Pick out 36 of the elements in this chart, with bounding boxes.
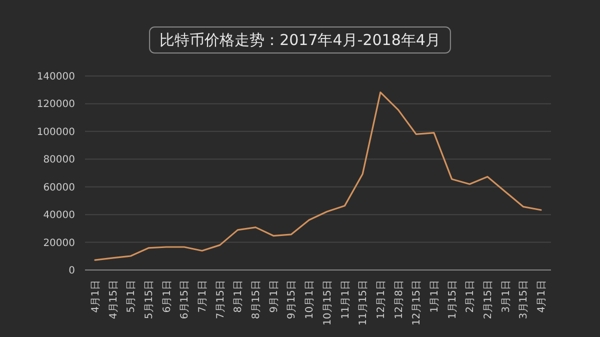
x-tick-label: 12月8日	[394, 280, 405, 320]
y-tick-label: 100000	[36, 126, 75, 138]
y-tick-label: 60000	[43, 182, 75, 194]
x-tick-label: 4月1日	[536, 280, 548, 313]
x-tick-label: 8月15日	[251, 280, 262, 320]
x-tick-label: 6月1日	[162, 280, 173, 313]
x-tick-label: 12月15日	[412, 280, 423, 326]
x-tick-label: 2月1日	[465, 280, 476, 313]
x-tick-label: 9月1日	[268, 280, 280, 313]
x-tick-label: 6月15日	[180, 280, 191, 320]
x-tick-label: 4月15日	[108, 280, 120, 320]
x-tick-label: 12月1日	[376, 280, 387, 320]
y-tick-label: 120000	[36, 99, 75, 110]
y-tick-label: 40000	[43, 210, 75, 222]
x-tick-label: 7月1日	[198, 280, 209, 313]
y-tick-label: 140000	[36, 72, 75, 82]
x-tick-label: 9月15日	[286, 280, 298, 320]
y-tick-label: 20000	[43, 238, 75, 249]
y-tick-label: 80000	[43, 154, 75, 166]
x-tick-label: 5月15日	[144, 280, 156, 320]
x-tick-label: 8月1日	[233, 280, 244, 313]
x-tick-label: 1月1日	[429, 280, 440, 313]
x-tick-label: 3月15日	[518, 280, 530, 320]
x-tick-label: 4月1日	[90, 280, 102, 313]
x-tick-label: 5月1日	[126, 280, 138, 313]
x-tick-label: 2月15日	[482, 280, 494, 320]
x-tick-label: 11月1日	[340, 280, 352, 320]
x-tick-label: 3月1日	[500, 280, 512, 313]
chart-title: 比特币价格走势：2017年4月-2018年4月	[160, 31, 440, 49]
y-tick-label: 0	[68, 266, 75, 276]
x-tick-label: 10月15日	[322, 280, 334, 326]
x-tick-label: 11月15日	[358, 280, 370, 326]
x-tick-label: 10月1日	[304, 280, 316, 320]
x-tick-label: 7月15日	[215, 280, 226, 320]
line-series	[94, 92, 542, 261]
x-tick-label: 1月15日	[447, 280, 458, 320]
